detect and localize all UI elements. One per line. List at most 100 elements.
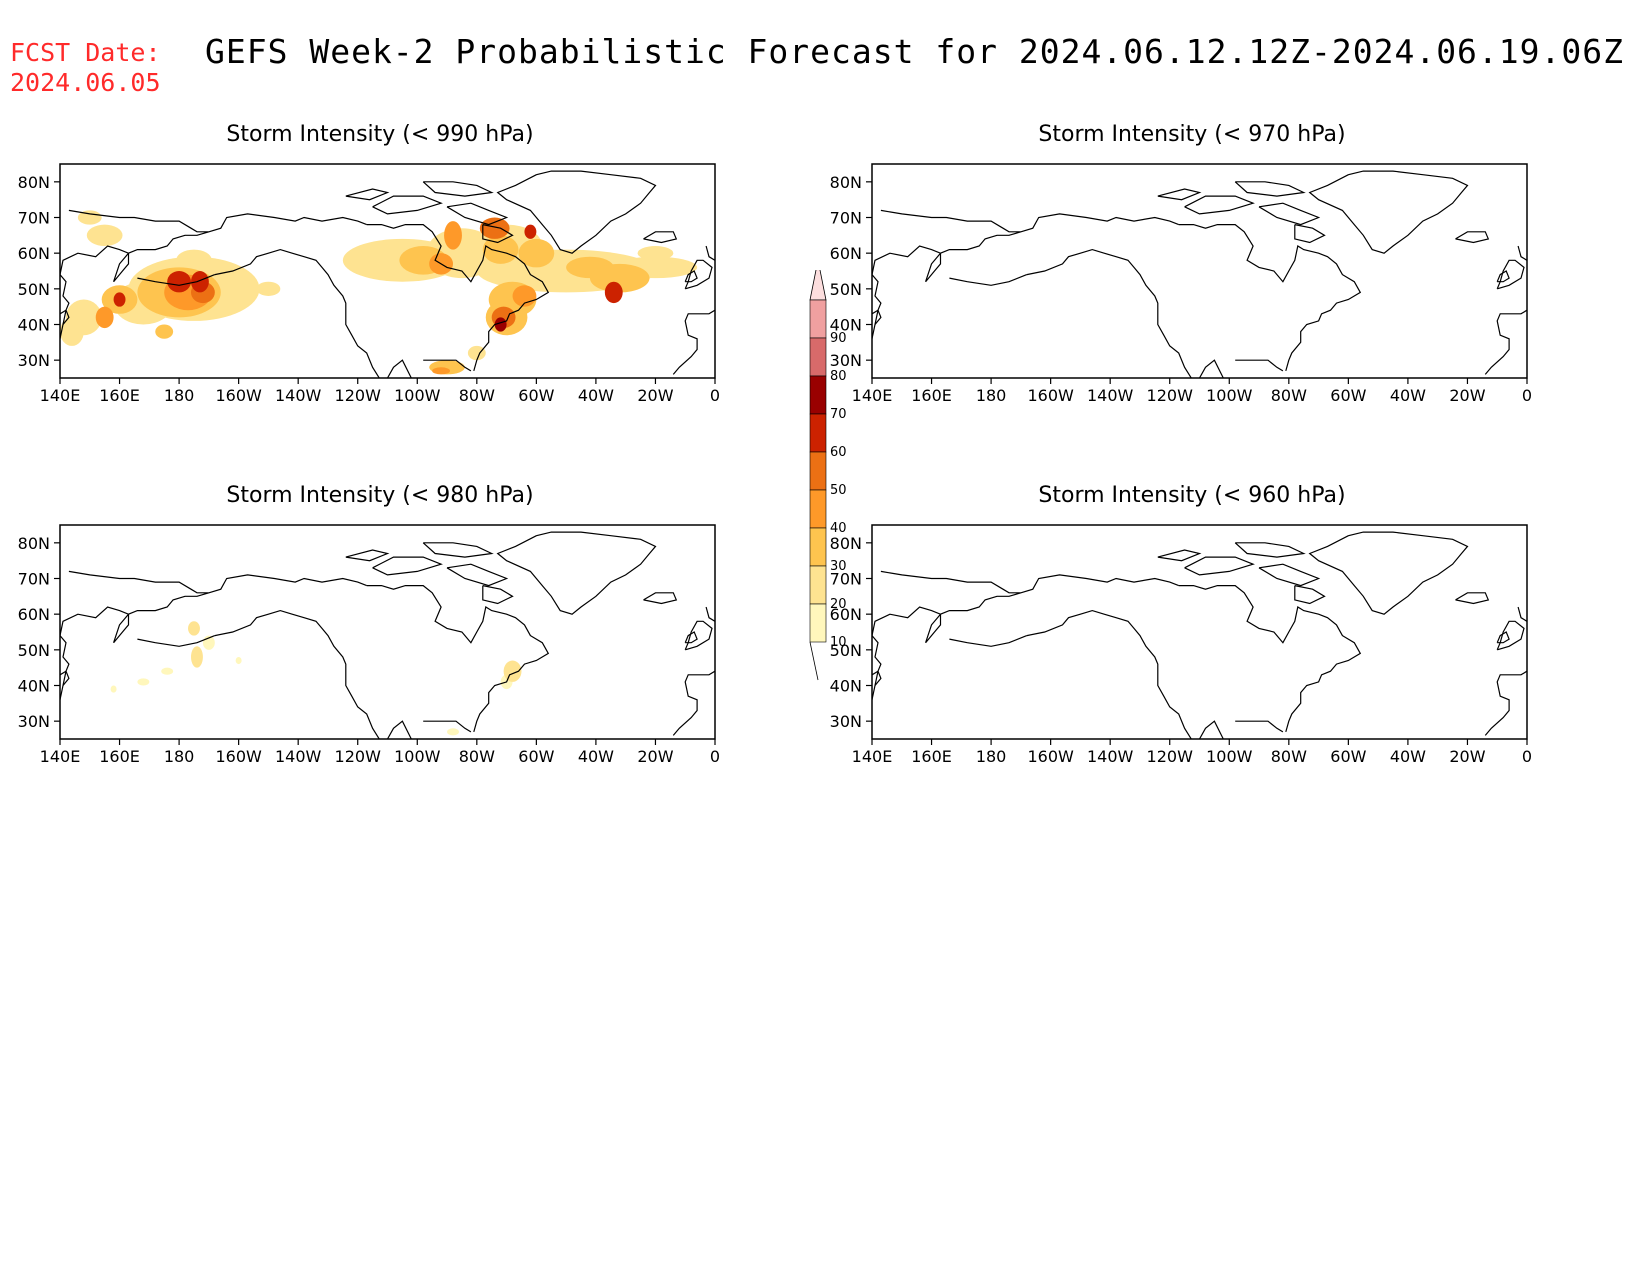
coastline bbox=[345, 188, 390, 201]
coastline bbox=[1157, 549, 1202, 562]
coastline bbox=[446, 202, 509, 226]
lon-tick-label: 160W bbox=[215, 747, 262, 766]
probability-region bbox=[447, 728, 459, 736]
coastline bbox=[1026, 609, 1224, 739]
lon-tick-label: 100W bbox=[1206, 386, 1253, 405]
colorbar-segment bbox=[809, 451, 827, 491]
lon-tick-label: 80W bbox=[1271, 747, 1307, 766]
coastline bbox=[1484, 309, 1527, 375]
coastline bbox=[60, 670, 70, 686]
coastline bbox=[1258, 563, 1321, 587]
panel-title: Storm Intensity (< 970 hPa) bbox=[1038, 122, 1346, 147]
coastline bbox=[422, 181, 494, 197]
lon-tick-label: 120W bbox=[1147, 386, 1194, 405]
coastline bbox=[872, 209, 1022, 339]
lon-tick-label: 160W bbox=[1027, 747, 1074, 766]
lon-tick-label: 140E bbox=[40, 386, 81, 405]
map-svg: 80N 70N 60N 50N 40N 30N 140E 160E 180 160W 140W 120… bbox=[18, 163, 720, 405]
coastline bbox=[345, 549, 390, 562]
lon-tick-label: 100W bbox=[394, 747, 441, 766]
lat-tick-label: 30N bbox=[830, 351, 862, 370]
lon-tick-label: 40W bbox=[578, 386, 614, 405]
lat-tick-label: 40N bbox=[18, 316, 50, 335]
lon-tick-label: 160E bbox=[99, 386, 140, 405]
probability-region bbox=[479, 217, 510, 239]
coastline bbox=[1026, 248, 1224, 378]
lon-tick-label: 0 bbox=[1522, 747, 1532, 766]
lat-tick-label: 80N bbox=[830, 173, 862, 192]
coastline bbox=[446, 563, 509, 587]
map-frame bbox=[871, 524, 1528, 740]
probability-region bbox=[503, 660, 522, 682]
lon-tick-label: 120W bbox=[1147, 747, 1194, 766]
coastline bbox=[684, 631, 698, 644]
coastline bbox=[208, 213, 367, 233]
lon-tick-label: 100W bbox=[394, 386, 441, 405]
coastline bbox=[60, 309, 70, 325]
coastline bbox=[482, 224, 514, 244]
colorbar-segment bbox=[809, 375, 827, 415]
coastline bbox=[1294, 224, 1326, 244]
probability-region bbox=[86, 224, 123, 247]
coastline bbox=[672, 670, 715, 736]
lat-tick-label: 80N bbox=[18, 173, 50, 192]
lon-tick-label: 80W bbox=[459, 386, 495, 405]
colorbar-segment bbox=[809, 565, 827, 605]
map-frame bbox=[59, 163, 716, 379]
probability-region bbox=[161, 667, 174, 675]
lat-tick-label: 40N bbox=[830, 677, 862, 696]
lon-tick-label: 20W bbox=[1449, 747, 1485, 766]
probability-region bbox=[432, 367, 451, 375]
probability-region bbox=[60, 317, 84, 346]
coastline bbox=[1517, 606, 1527, 622]
lon-tick-label: 20W bbox=[637, 747, 673, 766]
coastline bbox=[872, 309, 882, 325]
colorbar: 10 20 30 40 50 60 70 80 90 bbox=[800, 259, 860, 694]
coastline bbox=[1258, 202, 1321, 226]
coastline bbox=[1234, 542, 1306, 558]
coastline bbox=[705, 606, 715, 622]
lat-tick-label: 80N bbox=[830, 534, 862, 553]
lat-tick-label: 70N bbox=[18, 209, 50, 228]
coastline bbox=[496, 531, 657, 615]
panel-970hpa: Storm Intensity (< 970 hPa) 80N 70N 60N 50N… bbox=[812, 122, 1592, 452]
probability-region bbox=[110, 685, 117, 693]
coastline bbox=[1234, 181, 1306, 197]
coastline bbox=[1496, 620, 1525, 651]
coastline bbox=[1184, 195, 1255, 215]
coastline bbox=[423, 359, 472, 372]
panel-980hpa: Storm Intensity (< 980 hPa) 80N 70N 60N 50N… bbox=[0, 483, 780, 813]
coastline bbox=[949, 274, 1028, 286]
panel-title: Storm Intensity (< 990 hPa) bbox=[226, 122, 534, 147]
coastline bbox=[1020, 574, 1179, 594]
coastline bbox=[208, 574, 367, 594]
coastline bbox=[872, 570, 1022, 700]
colorbar-segment bbox=[809, 299, 827, 339]
coastline bbox=[1184, 556, 1255, 576]
probability-region bbox=[467, 345, 486, 361]
coastline bbox=[372, 195, 443, 215]
coastline bbox=[1308, 531, 1469, 615]
coastline bbox=[482, 585, 514, 605]
lon-tick-label: 0 bbox=[710, 747, 720, 766]
lat-tick-label: 60N bbox=[830, 605, 862, 624]
coastline bbox=[672, 309, 715, 375]
coastline bbox=[1308, 170, 1469, 254]
colorbar-label: 60 bbox=[830, 445, 847, 460]
coastline bbox=[137, 635, 216, 647]
lat-tick-label: 60N bbox=[18, 244, 50, 263]
map-svg: 80N 70N 60N 50N 40N 30N 140E 160E 180 160W 140W 120… bbox=[18, 524, 720, 766]
lat-tick-label: 50N bbox=[830, 280, 862, 299]
fcst-date-value: 2024.06.05 bbox=[10, 68, 161, 97]
coastline bbox=[643, 592, 678, 605]
coastline bbox=[705, 245, 715, 261]
coastline bbox=[1496, 270, 1510, 283]
lat-tick-label: 30N bbox=[18, 351, 50, 370]
lon-tick-label: 140E bbox=[852, 386, 893, 405]
panel-title: Storm Intensity (< 980 hPa) bbox=[226, 483, 534, 508]
lon-tick-label: 40W bbox=[578, 747, 614, 766]
lon-tick-label: 20W bbox=[637, 386, 673, 405]
lon-tick-label: 140W bbox=[275, 747, 322, 766]
probability-region bbox=[191, 646, 203, 668]
map-svg: 80N 70N 60N 50N 40N 30N 140E 160E 180 160W 140W 120… bbox=[830, 524, 1532, 766]
